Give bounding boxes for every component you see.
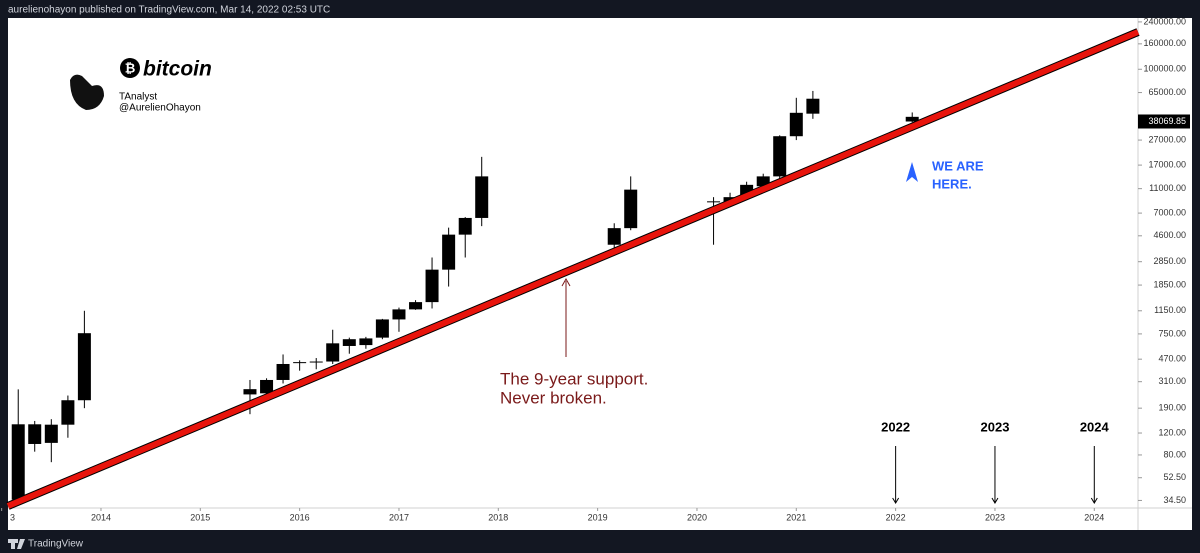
footer: TradingView: [8, 539, 84, 550]
support-line: [6, 29, 1140, 509]
y-tick-label: 2850.00: [1153, 256, 1186, 266]
annotation: The 9-year support.: [500, 369, 648, 388]
annotation: WE ARE: [932, 158, 984, 173]
x-tick-label: 2015: [190, 512, 210, 522]
logo-symbol: ₿: [125, 60, 136, 75]
candle-body: [707, 201, 721, 203]
y-tick-label: 240000.00: [1143, 16, 1186, 26]
handle: @AurelienOhayon: [119, 103, 201, 114]
candle-body: [756, 176, 770, 187]
year-annotation: 2022: [881, 419, 910, 434]
x-tick-label: 2023: [985, 512, 1005, 522]
y-tick-label: 310.00: [1158, 376, 1186, 386]
candle-body: [260, 379, 274, 394]
candle-body: [11, 424, 25, 500]
candle-body: [425, 269, 439, 303]
x-tick-label: 2022: [886, 512, 906, 522]
y-tick-label: 120.00: [1158, 427, 1186, 437]
y-tick-label: 27000.00: [1148, 134, 1186, 144]
y-tick-label: 160000.00: [1143, 38, 1186, 48]
x-tick-label: 3: [10, 512, 15, 522]
x-tick-label: 2017: [389, 512, 409, 522]
x-tick-label: 2020: [687, 512, 707, 522]
candle-body: [44, 424, 58, 443]
candle-body: [624, 189, 638, 229]
candle-body: [773, 136, 787, 177]
year-annotation: 2023: [981, 419, 1010, 434]
arrow-head: [561, 277, 571, 287]
candle-body: [607, 228, 621, 245]
logo-icon: [120, 58, 140, 78]
year-arrow-head: [1090, 497, 1098, 504]
candles: [11, 90, 919, 502]
candle-body: [905, 116, 919, 122]
x-tick-label: 2014: [91, 512, 111, 522]
branding: ₿ bitcoin TAnalyst @AurelienOhayon: [70, 58, 212, 114]
arrow: [906, 162, 918, 182]
x-tick-label: 2024: [1084, 512, 1104, 522]
header: aurelienohayon published on TradingView.…: [8, 5, 330, 16]
candle-body: [392, 309, 406, 320]
annotation: HERE.: [932, 176, 972, 191]
footer-text: TradingView: [28, 539, 84, 550]
candle-body: [789, 112, 803, 137]
axes: 240000.00 160000.00 100000.00 65000.00 27000…: [1, 16, 1190, 522]
avatar: [70, 74, 104, 110]
candle-body: [442, 234, 456, 270]
plot-background: [8, 18, 1192, 530]
y-tick-label: 100000.00: [1143, 64, 1186, 74]
footer-logo: [8, 539, 25, 549]
y-tick-label: 65000.00: [1148, 87, 1186, 97]
year-arrow-head: [991, 497, 999, 504]
last-price-tag: [1138, 114, 1190, 129]
candle-body: [309, 361, 323, 363]
candle-body: [806, 98, 820, 114]
candle-body: [475, 176, 489, 218]
logo-text: bitcoin: [143, 58, 212, 81]
x-tick-label: 2019: [588, 512, 608, 522]
y-tick-label: 17000.00: [1148, 159, 1186, 169]
x-tick-label: 2021: [786, 512, 806, 522]
candle-body: [458, 217, 472, 235]
candle-body: [276, 363, 290, 380]
candle-body: [409, 302, 423, 310]
candle-body: [61, 400, 75, 425]
y-tick-label: 34.50: [1163, 495, 1186, 505]
annotation: Never broken.: [500, 388, 607, 407]
x-tick-label: 2018: [488, 512, 508, 522]
y-tick-label: 4600.00: [1153, 230, 1186, 240]
last-price-label: 38069.85: [1148, 116, 1186, 126]
candle-body: [740, 184, 754, 197]
y-tick-label: 11000.00: [1149, 183, 1186, 193]
y-tick-label: 190.00: [1158, 403, 1186, 413]
here-annotation: WE ARE HERE.: [906, 158, 984, 191]
y-tick-label: 7000.00: [1153, 207, 1186, 217]
candle-body: [77, 333, 91, 401]
candle-body: [243, 389, 257, 395]
candle-body: [326, 343, 340, 362]
candle-body: [293, 362, 307, 364]
y-tick-label: 52.50: [1163, 472, 1186, 482]
year-annotation: 2024: [1080, 419, 1110, 434]
candle-body: [342, 339, 356, 346]
author: TAnalyst: [119, 92, 157, 103]
candle-body: [375, 319, 389, 338]
y-tick-label: 470.00: [1158, 354, 1186, 364]
y-tick-label: 750.00: [1158, 328, 1186, 338]
y-tick-label: 1850.00: [1153, 279, 1186, 289]
x-tick-label: 2016: [290, 512, 310, 522]
candle-body: [359, 338, 373, 346]
year-annotations: 2022 2023 2024: [881, 419, 1110, 504]
y-tick-label: 80.00: [1163, 449, 1186, 459]
y-tick-label: 1150.00: [1154, 305, 1186, 315]
candle-body: [28, 424, 42, 444]
support-annotation: The 9-year support. Never broken.: [500, 277, 648, 407]
year-arrow-head: [892, 497, 900, 504]
